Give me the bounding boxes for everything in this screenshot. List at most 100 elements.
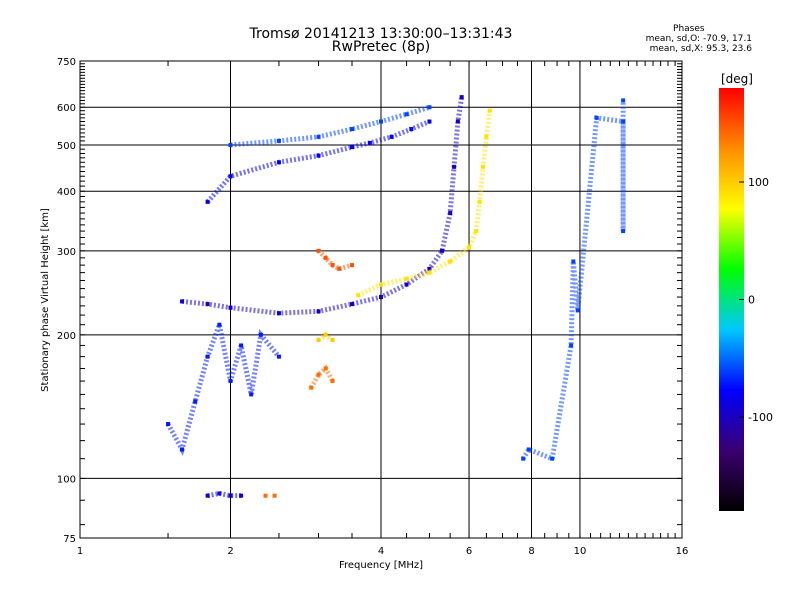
trace-line — [181, 96, 465, 316]
trace-line — [205, 119, 431, 204]
trace-point — [356, 293, 361, 298]
trace-point — [404, 276, 409, 281]
trace-point — [467, 245, 472, 250]
trace-point — [276, 354, 281, 359]
x-tick-label: 2 — [227, 546, 233, 557]
trace-point — [316, 338, 321, 343]
trace-point — [594, 115, 599, 120]
trace-line — [521, 100, 626, 463]
trace-point — [404, 112, 409, 117]
trace-point — [409, 127, 414, 132]
y-axis-label: Stationary phase Virtual Height [km] — [40, 208, 51, 392]
trace-point — [276, 311, 281, 316]
trace-point — [263, 493, 268, 498]
colorbar-tick-label: 0 — [748, 294, 755, 307]
trace-point — [316, 309, 321, 314]
x-tick-label: 10 — [574, 546, 587, 557]
phase-colorbar: [deg] 100 0 -100 — [719, 72, 773, 511]
trace-point — [487, 108, 492, 113]
trace-point — [228, 305, 233, 310]
trace-point — [272, 493, 277, 498]
trace-group — [356, 108, 493, 298]
data-traces — [165, 95, 626, 499]
trace-point — [427, 266, 432, 271]
trace-point — [621, 119, 626, 124]
trace-group — [309, 364, 335, 390]
trace-point — [330, 338, 335, 343]
trace-point — [621, 98, 626, 103]
x-tick-label: 1 — [77, 546, 83, 557]
trace-point — [440, 248, 445, 253]
y-tick-label: 300 — [57, 247, 76, 258]
trace-point — [379, 295, 383, 300]
phase-stats-o: mean, sd,O: -70.9, 17.1 — [645, 34, 752, 44]
trace-point — [350, 145, 355, 150]
trace-group — [316, 248, 355, 272]
trace-group — [205, 119, 432, 204]
trace-point — [180, 299, 185, 304]
trace-point — [316, 153, 321, 158]
trace-point — [228, 379, 233, 384]
trace-point — [379, 282, 383, 287]
trace-point — [521, 456, 526, 461]
trace-point — [228, 493, 233, 498]
y-tick-label: 400 — [57, 187, 76, 198]
y-tick-label: 750 — [57, 57, 76, 68]
trace-group — [521, 98, 626, 463]
trace-point — [166, 422, 171, 427]
trace-point — [379, 119, 383, 124]
y-tick-label: 75 — [63, 534, 76, 545]
trace-point — [350, 127, 355, 132]
trace-point — [569, 343, 574, 348]
trace-group — [205, 490, 244, 499]
trace-line — [230, 104, 431, 148]
trace-point — [228, 174, 233, 179]
colorbar-label: [deg] — [721, 72, 753, 86]
trace-point — [448, 259, 453, 264]
trace-point — [316, 248, 321, 253]
trace-point — [474, 229, 479, 234]
trace-point — [276, 160, 281, 165]
trace-point — [239, 493, 244, 498]
trace-point — [180, 447, 185, 452]
trace-point — [350, 263, 355, 268]
phase-stats-x: mean, sd,X: 95.3, 23.6 — [649, 44, 752, 54]
x-axis-label: Frequency [MHz] — [339, 560, 423, 571]
trace-line — [357, 110, 493, 298]
trace-point — [316, 134, 321, 139]
trace-point — [350, 302, 355, 307]
trace-point — [205, 493, 210, 498]
trace-point — [309, 385, 314, 390]
trace-point — [205, 199, 210, 204]
trace-point — [228, 142, 233, 147]
trace-point — [459, 95, 464, 100]
trace-point — [337, 266, 342, 271]
trace-group — [165, 315, 281, 457]
colorbar-tick-label: -100 — [748, 411, 773, 424]
trace-point — [316, 372, 321, 377]
trace-point — [427, 119, 432, 124]
trace-point — [571, 259, 576, 264]
trace-point — [330, 379, 335, 384]
chart-title-line2: RwPretec (8p) — [331, 39, 431, 55]
trace-point — [217, 491, 222, 496]
trace-point — [323, 255, 328, 260]
y-tick-label: 500 — [57, 141, 76, 152]
trace-point — [193, 399, 198, 404]
trace-point — [323, 332, 328, 337]
trace-group — [180, 95, 465, 316]
y-tick-label: 100 — [57, 474, 76, 485]
trace-group — [316, 331, 335, 343]
trace-line — [309, 364, 335, 389]
trace-point — [448, 211, 453, 216]
trace-point — [217, 322, 222, 327]
trace-line — [316, 249, 353, 272]
trace-point — [258, 332, 263, 337]
trace-point — [389, 134, 394, 139]
trace-point — [526, 447, 531, 452]
trace-point — [239, 343, 244, 348]
y-tick-label: 600 — [57, 103, 76, 114]
trace-point — [205, 302, 210, 307]
trace-group — [228, 104, 432, 148]
